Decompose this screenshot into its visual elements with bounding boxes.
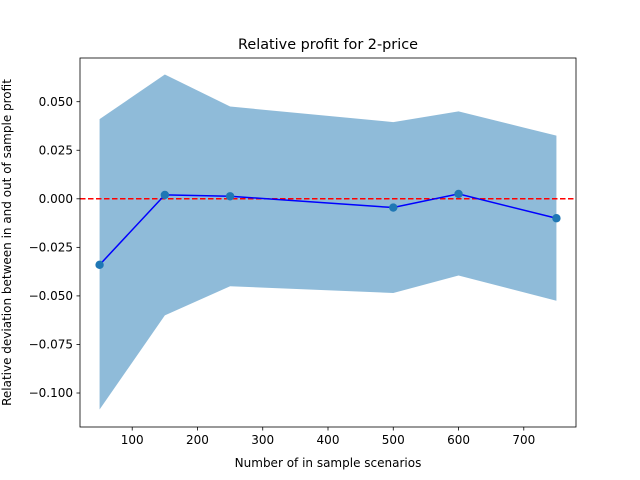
data-point xyxy=(389,203,398,212)
y-tick-label: 0.000 xyxy=(39,192,73,206)
x-tick-label: 300 xyxy=(251,433,274,447)
y-tick-label: 0.050 xyxy=(39,95,73,109)
x-tick-label: 600 xyxy=(447,433,470,447)
x-tick-label: 500 xyxy=(382,433,405,447)
data-point xyxy=(95,260,104,270)
data-point xyxy=(454,189,463,199)
y-tick-label: −0.075 xyxy=(29,338,73,352)
y-tick-label: −0.100 xyxy=(29,386,73,400)
series-line xyxy=(99,193,557,266)
x-tick-label: 200 xyxy=(186,433,209,447)
data-point xyxy=(225,192,235,201)
ticks: 100 200 300 400 500 600 700 −0.100 −0.075 −0.050 −… xyxy=(29,95,536,447)
y-axis-label: Relative deviation between in and out of… xyxy=(0,79,14,406)
x-tick-label: 100 xyxy=(121,433,144,447)
confidence-band xyxy=(99,74,557,410)
x-tick-label: 700 xyxy=(512,433,535,447)
x-axis-label: Number of in sample scenarios xyxy=(235,456,422,470)
data-point xyxy=(552,214,561,223)
x-tick-label: 400 xyxy=(317,433,340,447)
plot-area xyxy=(80,74,576,410)
y-tick-label: −0.050 xyxy=(29,289,73,303)
data-point xyxy=(160,190,170,200)
y-tick-label: −0.025 xyxy=(29,241,73,255)
chart-title: Relative profit for 2-price xyxy=(238,37,418,53)
y-tick-label: 0.025 xyxy=(39,143,73,157)
